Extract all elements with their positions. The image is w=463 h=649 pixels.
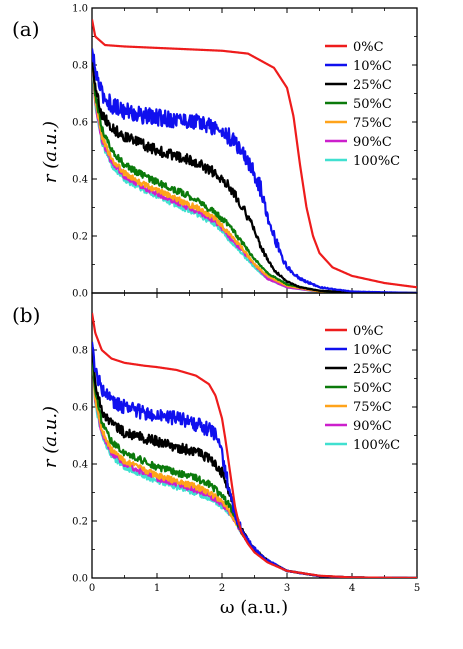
y-tick-label: 0.8 — [72, 346, 88, 357]
y-tick-label: 0.4 — [72, 460, 88, 471]
legend-label: 50%C — [353, 381, 392, 396]
panel-a-label: (a) — [12, 17, 40, 41]
panel-b-y-ticks: 0.0 0.2 0.4 0.6 0.8 — [72, 321, 417, 585]
y-tick-label: 0.0 — [72, 289, 88, 300]
x-tick-label: 4 — [349, 583, 355, 594]
legend-label: 75%C — [353, 116, 392, 131]
x-tick-label: 0 — [89, 583, 95, 594]
series-line-0pct-c — [92, 312, 417, 578]
legend-label: 0%C — [353, 40, 384, 55]
legend-label: 90%C — [353, 135, 392, 150]
y-tick-label: 0.8 — [72, 61, 88, 72]
legend-label: 10%C — [353, 59, 392, 74]
legend-label: 100%C — [353, 438, 400, 453]
panel-a-legend: 0%C 10%C 25%C 50%C 75%C 90%C 100%C — [325, 40, 400, 169]
series-line-75pct-c — [92, 58, 417, 293]
series-line-50pct-c — [92, 55, 417, 293]
panel-b-legend: 0%C 10%C 25%C 50%C 75%C 90%C 100%C — [325, 324, 400, 453]
legend-label: 50%C — [353, 97, 392, 112]
legend-label: 90%C — [353, 419, 392, 434]
legend-label: 25%C — [353, 78, 392, 93]
y-tick-label: 0.2 — [72, 232, 88, 243]
panel-b-ylabel: r (a.u.) — [40, 406, 61, 468]
legend-label: 0%C — [353, 324, 384, 339]
legend-label: 25%C — [353, 362, 392, 377]
y-tick-label: 0.6 — [72, 118, 88, 129]
panel-a-lines — [92, 19, 417, 293]
x-tick-label: 1 — [154, 583, 160, 594]
y-tick-label: 0.2 — [72, 517, 88, 528]
legend-label: 75%C — [353, 400, 392, 415]
panel-b-label: (b) — [12, 303, 40, 327]
panel-b-xlabel: ω (a.u.) — [220, 597, 288, 618]
x-tick-label: 3 — [284, 583, 290, 594]
x-tick-label: 5 — [414, 583, 420, 594]
y-tick-label: 0.4 — [72, 175, 88, 186]
x-tick-label: 2 — [219, 583, 225, 594]
y-tick-label: 0.6 — [72, 403, 88, 414]
panel-a: (a) r (a.u.) 0.0 0.2 0.4 0.6 0.8 1.0 0%C 10%C 2… — [12, 4, 418, 300]
series-line-0pct-c — [92, 19, 417, 289]
panel-a-ylabel: r (a.u.) — [40, 121, 61, 183]
panel-b-lines — [92, 312, 417, 578]
series-line-100pct-c — [92, 61, 417, 293]
series-line-10pct-c — [92, 48, 417, 293]
y-tick-label: 1.0 — [72, 4, 88, 15]
y-tick-label: 0.0 — [72, 574, 88, 585]
legend-label: 10%C — [353, 343, 392, 358]
panel-b: (b) r (a.u.) ω (a.u.) 0.0 0.2 0.4 0.6 0.8 0 1… — [12, 292, 420, 618]
legend-label: 100%C — [353, 154, 400, 169]
